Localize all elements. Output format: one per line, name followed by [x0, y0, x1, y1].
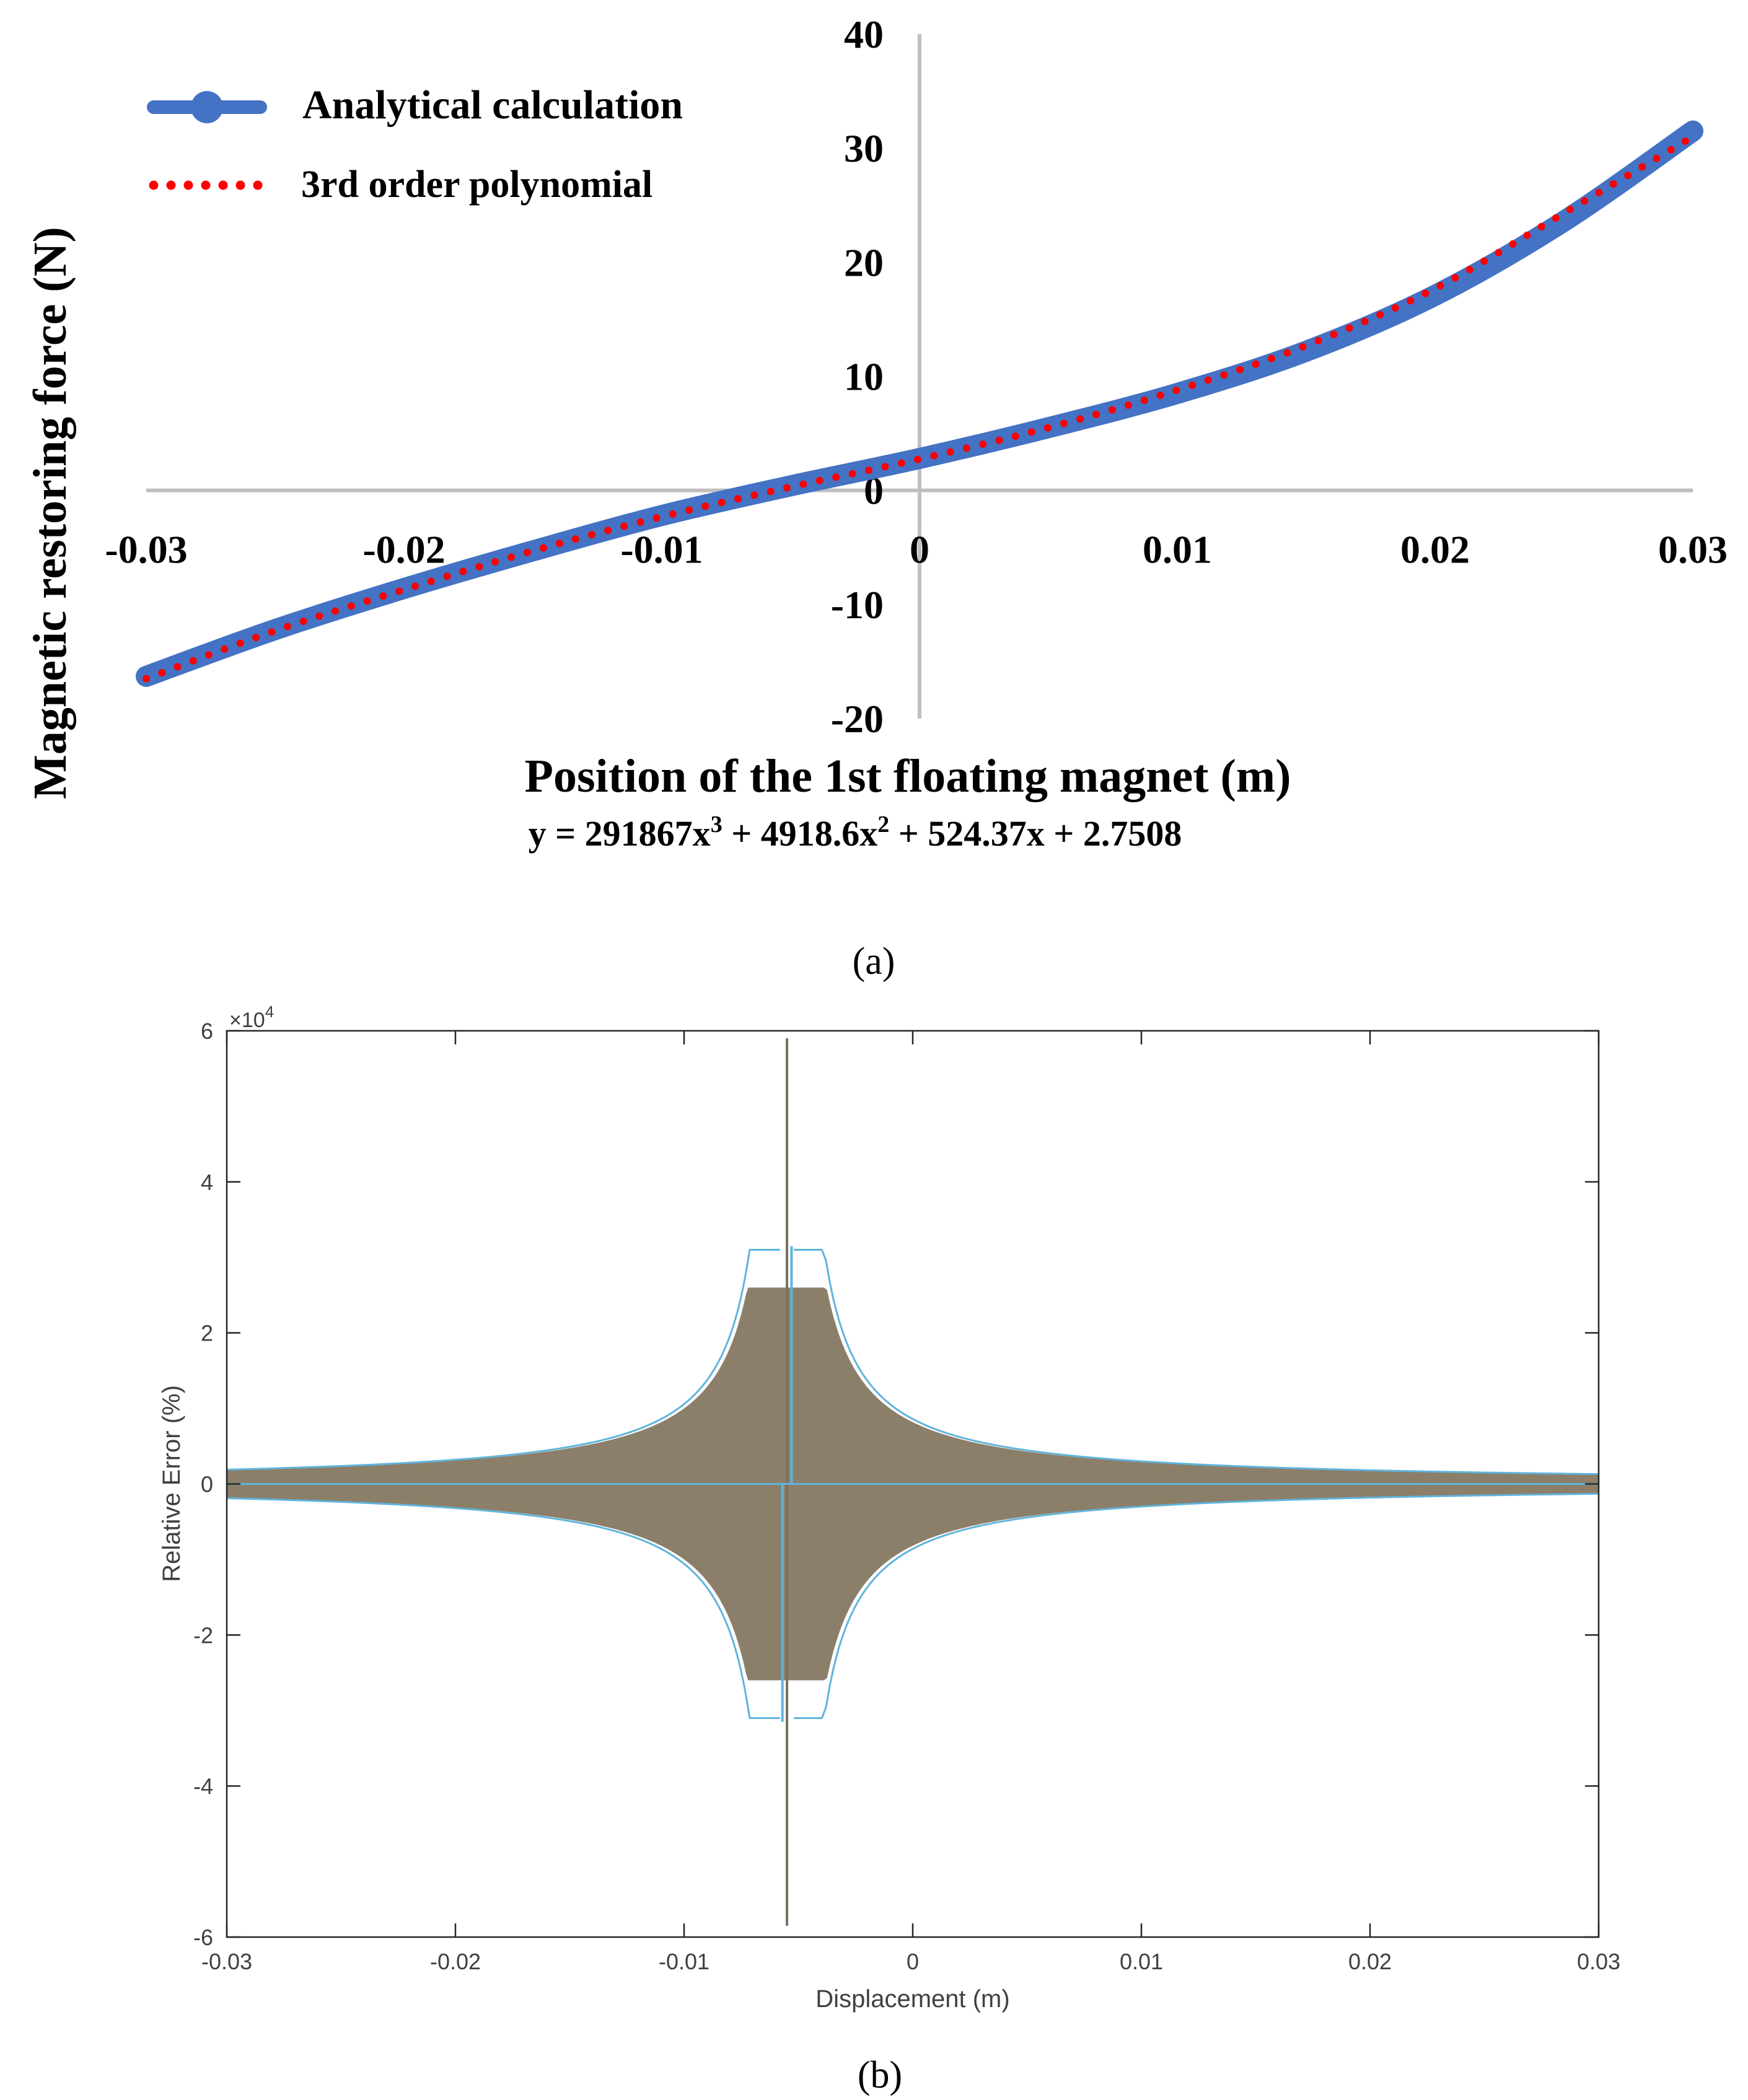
chart-a-x-tick-label: 0.01 [1143, 528, 1212, 572]
chart-a-x-tick-label: 0.03 [1658, 528, 1728, 572]
chart-a-legend: Analytical calculation 3rd order polynom… [147, 82, 683, 206]
chart-b-series [226, 1038, 1599, 1926]
chart-b-x-tick-label: -0.02 [430, 1949, 481, 1974]
chart-a-x-tick-label: -0.03 [105, 528, 187, 572]
chart-b-envelope-upper-right [794, 1249, 1599, 1476]
chart-b-y-tick-labels: 6 4 2 0 -2 -4 -6 [193, 1018, 213, 1950]
chart-a-x-tick-label: 0.02 [1400, 528, 1470, 572]
legend-analytical-marker [191, 91, 223, 123]
chart-b-envelope-upper-left [226, 1249, 780, 1471]
chart-a-x-tick-label: -0.01 [620, 528, 703, 572]
chart-b-exponent: ×104 [229, 1002, 274, 1032]
chart-b-envelope-lower-right [794, 1492, 1599, 1719]
chart-b-envelope-lower-left [226, 1497, 780, 1719]
chart-b-error-fill-lower [227, 1484, 1599, 1681]
chart-b-x-tick-labels: -0.03 -0.02 -0.01 0 0.01 0.02 0.03 [201, 1949, 1620, 1974]
legend-polynomial-label: 3rd order polynomial [301, 164, 652, 206]
chart-a: -0.03 -0.02 -0.01 0 0.01 0.02 0.03 40 30 20 10 0 -1… [24, 12, 1728, 982]
chart-a-x-tick-label: -0.02 [362, 528, 445, 572]
chart-b-x-tick-label: 0.01 [1120, 1949, 1163, 1974]
chart-b-x-tick-label: 0.02 [1348, 1949, 1392, 1974]
chart-a-y-tick-label: 10 [844, 355, 884, 399]
chart-b-y-axis-title: Relative Error (%) [158, 1385, 185, 1582]
chart-b: -0.03 -0.02 -0.01 0 0.01 0.02 0.03 6420-2-4-6 … [158, 1002, 1620, 2096]
chart-b-y-tick-label: -2 [193, 1622, 213, 1648]
chart-b-y-tick-label: 2 [201, 1321, 213, 1346]
chart-b-error-fill-upper [227, 1287, 1599, 1484]
chart-a-x-axis-title: Position of the 1st floating magnet (m) [525, 750, 1291, 802]
chart-a-series-polynomial [143, 133, 1697, 683]
chart-b-x-tick-label: -0.01 [659, 1949, 709, 1974]
chart-a-y-tick-label: 20 [844, 240, 884, 284]
panel-a-caption: (a) [853, 940, 895, 982]
chart-b-x-tick-label: 0.03 [1577, 1949, 1620, 1974]
chart-a-y-tick-label: 30 [844, 126, 884, 170]
chart-b-ticks [226, 1030, 1600, 1938]
chart-b-x-tick-label: -0.03 [201, 1949, 252, 1974]
chart-b-y-tick-label: -4 [193, 1774, 213, 1799]
legend-analytical-label: Analytical calculation [302, 82, 683, 128]
chart-a-y-axis-title: Magnetic restoring force (N) [24, 227, 76, 799]
chart-b-y-tick-label: 0 [201, 1472, 213, 1497]
panel-b-caption: (b) [858, 2054, 902, 2096]
chart-a-x-tick-label: 0 [910, 528, 929, 572]
chart-a-series-analytical [136, 120, 1703, 687]
chart-b-y-tick-label: 6 [201, 1018, 213, 1044]
chart-b-y-tick-label: 4 [201, 1170, 213, 1195]
chart-a-x-tick-labels: -0.03 -0.02 -0.01 0 0.01 0.02 0.03 [105, 528, 1728, 572]
chart-b-x-tick-label: 0 [907, 1949, 919, 1974]
chart-a-y-tick-label: -20 [831, 697, 884, 741]
chart-a-y-tick-label: -10 [831, 583, 884, 627]
chart-a-y-tick-label: 40 [844, 12, 884, 56]
chart-b-x-axis-title: Displacement (m) [815, 1985, 1009, 2013]
chart-b-y-tick-label: -6 [193, 1925, 213, 1950]
chart-a-equation: y = 291867x3 + 4918.6x2 + 524.37x + 2.75… [529, 812, 1182, 854]
